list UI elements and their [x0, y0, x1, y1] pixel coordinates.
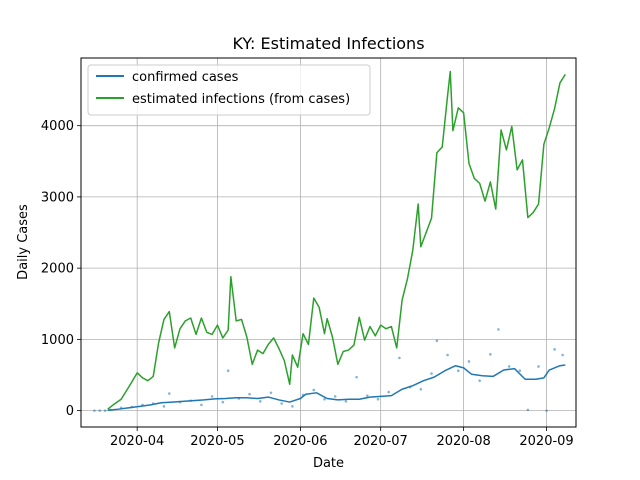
confirmed-daily-point: [210, 395, 214, 398]
confirmed-daily-point: [291, 405, 294, 408]
confirmed-daily-point: [365, 394, 369, 397]
legend: confirmed cases estimated infections (fr…: [87, 64, 371, 116]
data-layer: [93, 70, 566, 412]
confirmed-daily-point: [280, 402, 283, 405]
x-tick-label: 2020-09: [519, 434, 573, 449]
y-tick-label: 3000: [41, 190, 74, 205]
confirmed-daily-point: [456, 369, 460, 373]
confirmed-daily-point: [545, 409, 548, 412]
confirmed-daily-point: [553, 348, 556, 351]
confirmed-daily-point: [103, 409, 107, 412]
confirmed-daily-point: [467, 360, 471, 363]
y-tick-label: 4000: [41, 119, 74, 134]
confirmed-daily-point: [355, 375, 358, 379]
confirmed-daily-point: [478, 379, 481, 382]
x-tick-label: 2020-08: [436, 434, 490, 449]
confirmed-daily-point: [507, 365, 511, 368]
confirmed-daily-point: [333, 395, 337, 398]
confirmed-daily-point: [248, 392, 251, 396]
x-tick-label: 2020-04: [110, 434, 164, 449]
confirmed-daily-point: [93, 409, 96, 412]
confirmed-daily-point: [258, 400, 262, 403]
confirmed-daily-point: [419, 387, 423, 391]
legend-label-confirmed: confirmed cases: [132, 70, 239, 85]
x-tick-label: 2020-06: [273, 434, 327, 449]
confirmed-daily-point: [446, 353, 449, 357]
confirmed-daily-point: [489, 353, 492, 356]
confirmed-cases-line: [107, 364, 566, 412]
confirmed-daily-point: [162, 405, 166, 408]
confirmed-daily-point: [537, 365, 540, 368]
confirmed-daily-point: [221, 400, 225, 404]
y-tick-label: 2000: [41, 262, 74, 277]
confirmed-daily-point: [344, 400, 348, 403]
x-tick-label: 2020-05: [190, 434, 244, 449]
y-axis-label: Daily Cases: [16, 204, 31, 280]
x-axis-label: Date: [313, 456, 344, 471]
confirmed-daily-point: [526, 408, 530, 412]
legend-label-estimated: estimated infections (from cases): [132, 92, 350, 107]
confirmed-daily-point: [200, 403, 203, 407]
confirmed-daily-point: [497, 328, 500, 331]
confirmed-daily-point: [167, 392, 171, 395]
confirmed-daily-point: [312, 388, 316, 392]
confirmed-daily-point: [226, 369, 230, 373]
confirmed-daily-point: [98, 409, 102, 412]
confirmed-daily-point: [269, 391, 273, 395]
y-tick-label: 0: [66, 404, 74, 419]
y-tick-label: 1000: [41, 333, 74, 348]
x-tick-label: 2020-07: [354, 434, 408, 449]
legend-box: [87, 64, 371, 116]
confirmed-daily-point: [435, 339, 439, 343]
confirmed-daily-point: [398, 356, 401, 360]
confirmed-daily-point: [376, 397, 380, 401]
chart-title: KY: Estimated Infections: [232, 34, 424, 53]
confirmed-daily-point: [518, 369, 522, 373]
confirmed-daily-point: [387, 390, 391, 394]
confirmed-daily-point: [561, 353, 564, 357]
plot-frame: [80, 57, 577, 428]
confirmed-daily-point: [430, 372, 433, 375]
estimated-infections-line: [107, 70, 566, 410]
tick-layer: 2020-04 2020-05 2020-06 2020-07 2020-08 2020-…: [41, 119, 574, 449]
confirmed-daily-point: [323, 397, 326, 401]
